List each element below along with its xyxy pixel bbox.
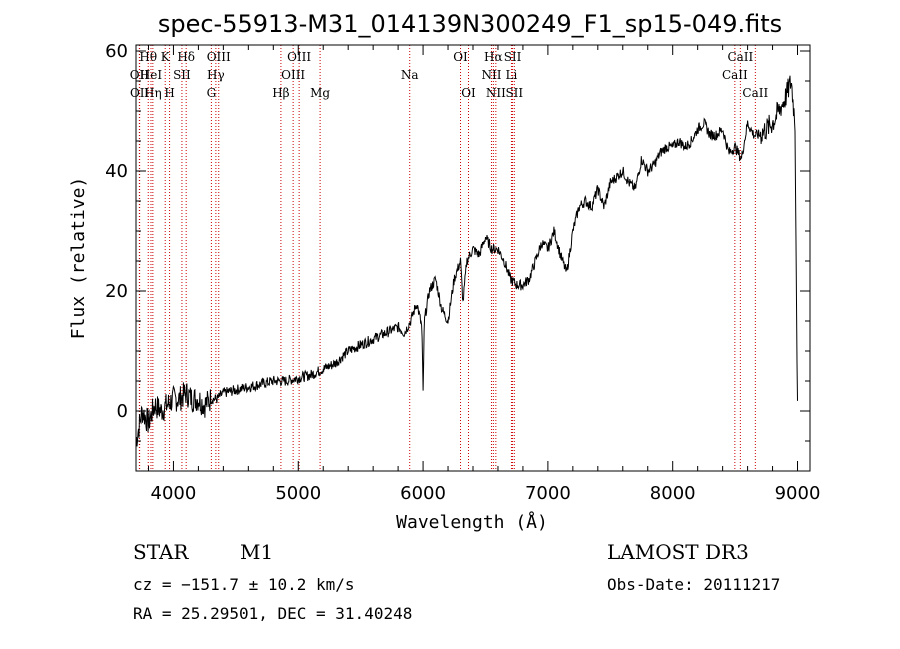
line-marker-label: Hγ (207, 68, 225, 82)
y-axis-ticks: 0 20 40 60 (105, 41, 810, 472)
line-marker-label: OIII (287, 50, 311, 64)
survey-name: LAMOST DR3 (607, 540, 749, 564)
x-tick-label: 5000 (275, 483, 321, 504)
line-marker-label: OII (130, 86, 150, 100)
x-tick-label: 4000 (151, 483, 197, 504)
spectrum-line (135, 75, 798, 447)
plot-frame (135, 44, 811, 472)
coordinates: RA = 25.29501, DEC = 31.40248 (133, 604, 413, 623)
line-marker-label: OIII (281, 68, 305, 82)
line-marker-label: H (164, 86, 174, 100)
line-marker-label: OIII (207, 50, 231, 64)
line-marker-label: NII (486, 86, 506, 100)
line-marker-label: CaII (727, 50, 753, 64)
x-tick-label: 9000 (775, 483, 821, 504)
line-marker-label: HeI (140, 68, 163, 82)
line-marker-label: Hδ (177, 50, 195, 64)
y-tick-label: 40 (105, 161, 128, 182)
line-marker-label: Hα (484, 50, 503, 64)
line-marker-label: CaII (742, 86, 768, 100)
x-axis-ticks: 4000 5000 6000 7000 8000 9000 (147, 45, 821, 504)
line-marker-label: CaII (722, 68, 748, 82)
object-class: STAR (133, 540, 189, 564)
x-tick-label: 7000 (525, 483, 571, 504)
x-tick-label: 6000 (400, 483, 446, 504)
object-subclass: M1 (240, 540, 274, 564)
y-tick-label: 0 (117, 401, 128, 422)
line-marker-label: Hη (144, 86, 162, 100)
line-marker-label: Hθ (139, 50, 157, 64)
line-marker-label: Mg (310, 86, 330, 100)
emission-line-markers (138, 45, 756, 471)
line-marker-label: OII (130, 68, 150, 82)
line-marker-label: Li (506, 68, 518, 82)
x-axis-label: Wavelength (Å) (396, 511, 548, 533)
line-marker-label: Na (401, 68, 419, 82)
line-marker-label: SII (173, 68, 191, 82)
line-marker-label: K (161, 50, 171, 64)
line-marker-label: OI (453, 50, 468, 64)
line-marker-label: OI (461, 86, 476, 100)
line-marker-label: G (207, 86, 217, 100)
y-axis-label: Flux (relative) (68, 177, 89, 340)
redshift-velocity: cz = −151.7 ± 10.2 km/s (133, 575, 355, 594)
observation-date: Obs-Date: 20111217 (607, 575, 781, 594)
line-marker-label: SII (504, 50, 522, 64)
line-marker-label: SII (505, 86, 523, 100)
x-tick-label: 8000 (650, 483, 696, 504)
chart-title: spec-55913-M31_014139N300249_F1_sp15-049… (158, 10, 782, 38)
y-tick-label: 60 (105, 41, 128, 62)
line-marker-label: Hβ (272, 86, 289, 100)
line-marker-label: NII (481, 68, 501, 82)
y-tick-label: 20 (105, 281, 128, 302)
